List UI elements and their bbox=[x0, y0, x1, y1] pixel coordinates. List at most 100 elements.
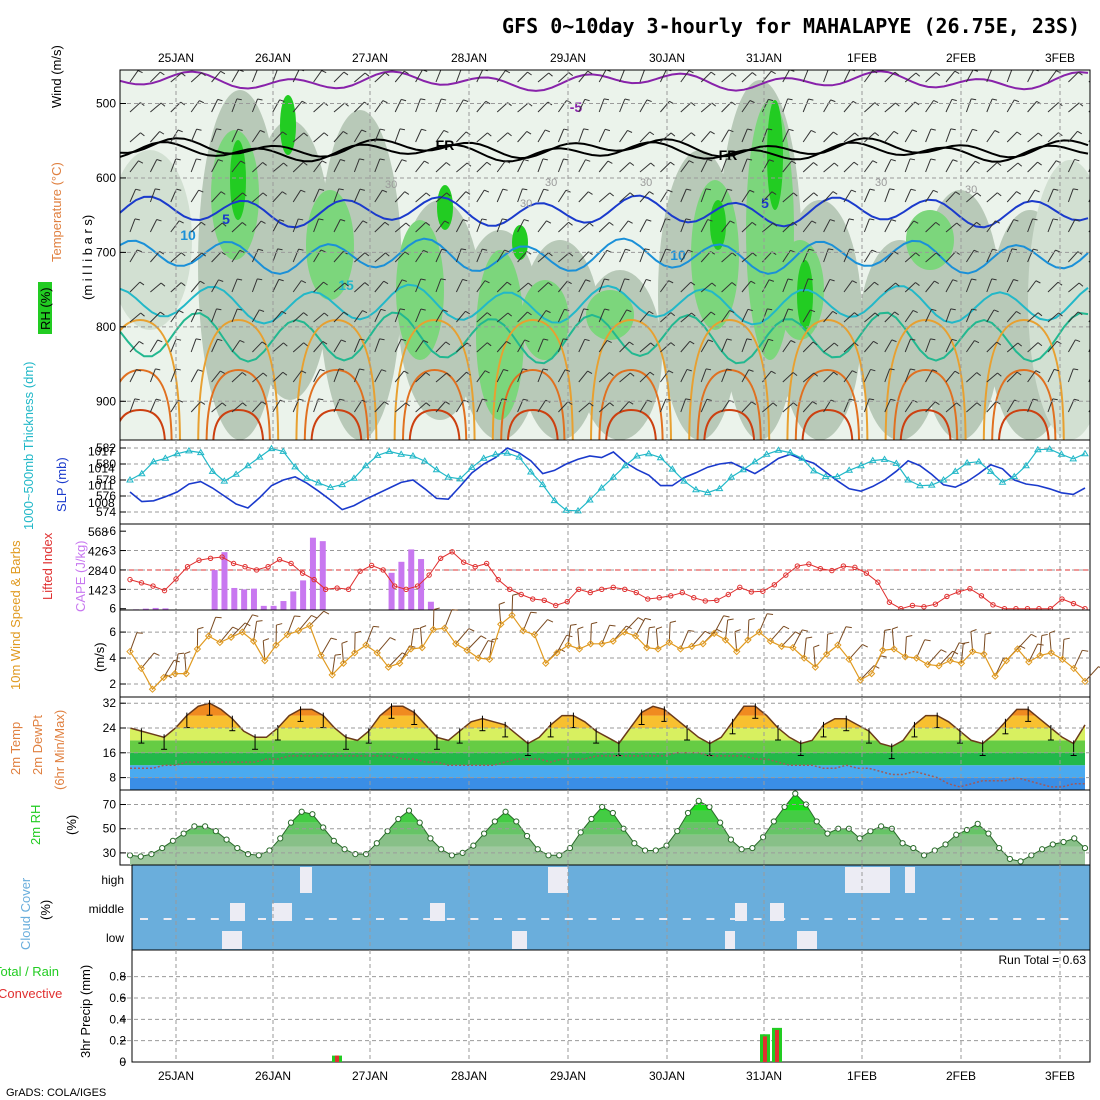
wind-barb-flag bbox=[256, 620, 263, 622]
wind-barb-flag bbox=[217, 98, 223, 102]
wind-barb bbox=[700, 368, 707, 383]
wind-barb bbox=[170, 310, 180, 323]
wind-barb bbox=[823, 311, 834, 323]
wind-barb bbox=[823, 99, 832, 113]
slp-point bbox=[621, 461, 630, 469]
cloud-fleck bbox=[989, 918, 998, 920]
wind-barb-flag bbox=[184, 651, 191, 655]
date-label-top: 26JAN bbox=[255, 51, 291, 65]
rh-point bbox=[631, 840, 638, 847]
wind-barb bbox=[863, 70, 874, 83]
wind-speed-point bbox=[519, 627, 527, 635]
isotherm-label: FR bbox=[719, 147, 738, 163]
slp-point bbox=[750, 457, 759, 465]
wind-barb-flag bbox=[1097, 400, 1100, 402]
wind-speed-point bbox=[643, 643, 651, 652]
lifted-index-point bbox=[380, 567, 386, 573]
wind-barb bbox=[843, 312, 855, 323]
wind-barb-flag bbox=[1035, 370, 1041, 374]
wind-barb bbox=[309, 610, 325, 626]
cloud-fleck bbox=[1013, 918, 1022, 920]
lifted-index-point bbox=[184, 564, 191, 570]
wind-barb-flag bbox=[890, 398, 896, 401]
wind-barb bbox=[252, 162, 263, 173]
lifted-index-point bbox=[714, 597, 720, 604]
wind-barb bbox=[823, 399, 832, 413]
wind-barb-flag bbox=[629, 372, 635, 377]
wind-speed-point bbox=[137, 664, 145, 673]
wind-barb bbox=[945, 339, 953, 353]
wind-barb-flag bbox=[583, 308, 589, 311]
wind-barb bbox=[986, 341, 997, 353]
wind-barb-flag bbox=[420, 278, 426, 281]
wind-barb bbox=[986, 248, 993, 263]
wind-barb bbox=[741, 128, 748, 143]
wind-barb bbox=[966, 402, 978, 413]
wind-barb-flag bbox=[749, 100, 755, 104]
date-label-top: 29JAN bbox=[550, 51, 586, 65]
wind-barb bbox=[619, 341, 630, 353]
cloud-cell-middle bbox=[272, 903, 292, 921]
wind-barb-flag bbox=[706, 398, 712, 401]
cloud-fleck bbox=[140, 918, 148, 920]
wind-barb bbox=[286, 615, 295, 635]
wind-barb-flag bbox=[648, 310, 654, 315]
wind-barb bbox=[190, 401, 202, 413]
wind-barb bbox=[986, 309, 995, 323]
cloud-fleck bbox=[635, 918, 644, 920]
wind-barb-flag bbox=[155, 368, 161, 371]
wind-barb-flag bbox=[1077, 251, 1083, 255]
wind-barb bbox=[635, 618, 646, 637]
rh-point bbox=[202, 823, 209, 830]
wind-barb-flag bbox=[985, 632, 992, 635]
wind-barb-flag bbox=[685, 398, 691, 401]
wind-barb-flag bbox=[767, 613, 774, 616]
wind-barb bbox=[558, 252, 570, 263]
wind-barb bbox=[374, 280, 385, 293]
wind-barb bbox=[843, 189, 852, 203]
wind-barb bbox=[1006, 371, 1018, 383]
lifted-index-point bbox=[794, 563, 801, 569]
wind-barb bbox=[802, 309, 811, 323]
cloud-fleck bbox=[564, 918, 573, 920]
wind-barb-flag bbox=[338, 368, 344, 371]
wind-barb-flag bbox=[723, 615, 730, 618]
wind-speed-point bbox=[721, 636, 730, 644]
wind-barb bbox=[537, 310, 547, 323]
y-tick-label: 500 bbox=[96, 97, 116, 111]
lifted-index-point bbox=[403, 586, 409, 593]
wind-barb bbox=[557, 338, 564, 353]
wind-barb-flag bbox=[465, 191, 471, 195]
wind-barb-flag bbox=[833, 131, 838, 136]
wind-barb bbox=[272, 279, 280, 293]
wind-speed-point bbox=[957, 659, 966, 667]
wind-barb-flag bbox=[160, 282, 166, 287]
wind-barb-flag bbox=[568, 221, 573, 226]
wind-barb-flag bbox=[584, 98, 590, 102]
wind-barb-flag bbox=[136, 249, 143, 253]
wind-barb-flag bbox=[321, 70, 327, 74]
cloud-cell-high bbox=[548, 867, 568, 893]
wind-barb bbox=[1027, 101, 1038, 113]
wind-barb bbox=[129, 632, 138, 652]
wind-barb-flag bbox=[421, 128, 427, 132]
lifted-index-point bbox=[357, 568, 363, 574]
isotherm-label: 5 bbox=[222, 211, 230, 227]
lifted-index-point bbox=[299, 570, 306, 576]
wind-barb-flag bbox=[242, 192, 247, 197]
wind-barb bbox=[272, 310, 283, 323]
wind-barb-flag bbox=[389, 637, 396, 641]
wind-barb-flag bbox=[667, 189, 673, 193]
wind-speed-point bbox=[834, 641, 842, 649]
wind-barb-flag bbox=[300, 189, 306, 193]
wind-barb bbox=[680, 102, 692, 113]
wind-barb-flag bbox=[628, 401, 634, 405]
wind-barb bbox=[292, 342, 305, 353]
slp-point bbox=[975, 457, 983, 465]
cloud-cell-middle bbox=[770, 903, 784, 921]
wind-barb-flag bbox=[139, 281, 145, 286]
wind-barb bbox=[435, 98, 442, 113]
wind-barb bbox=[925, 100, 934, 113]
isotherm-warm bbox=[500, 368, 566, 440]
